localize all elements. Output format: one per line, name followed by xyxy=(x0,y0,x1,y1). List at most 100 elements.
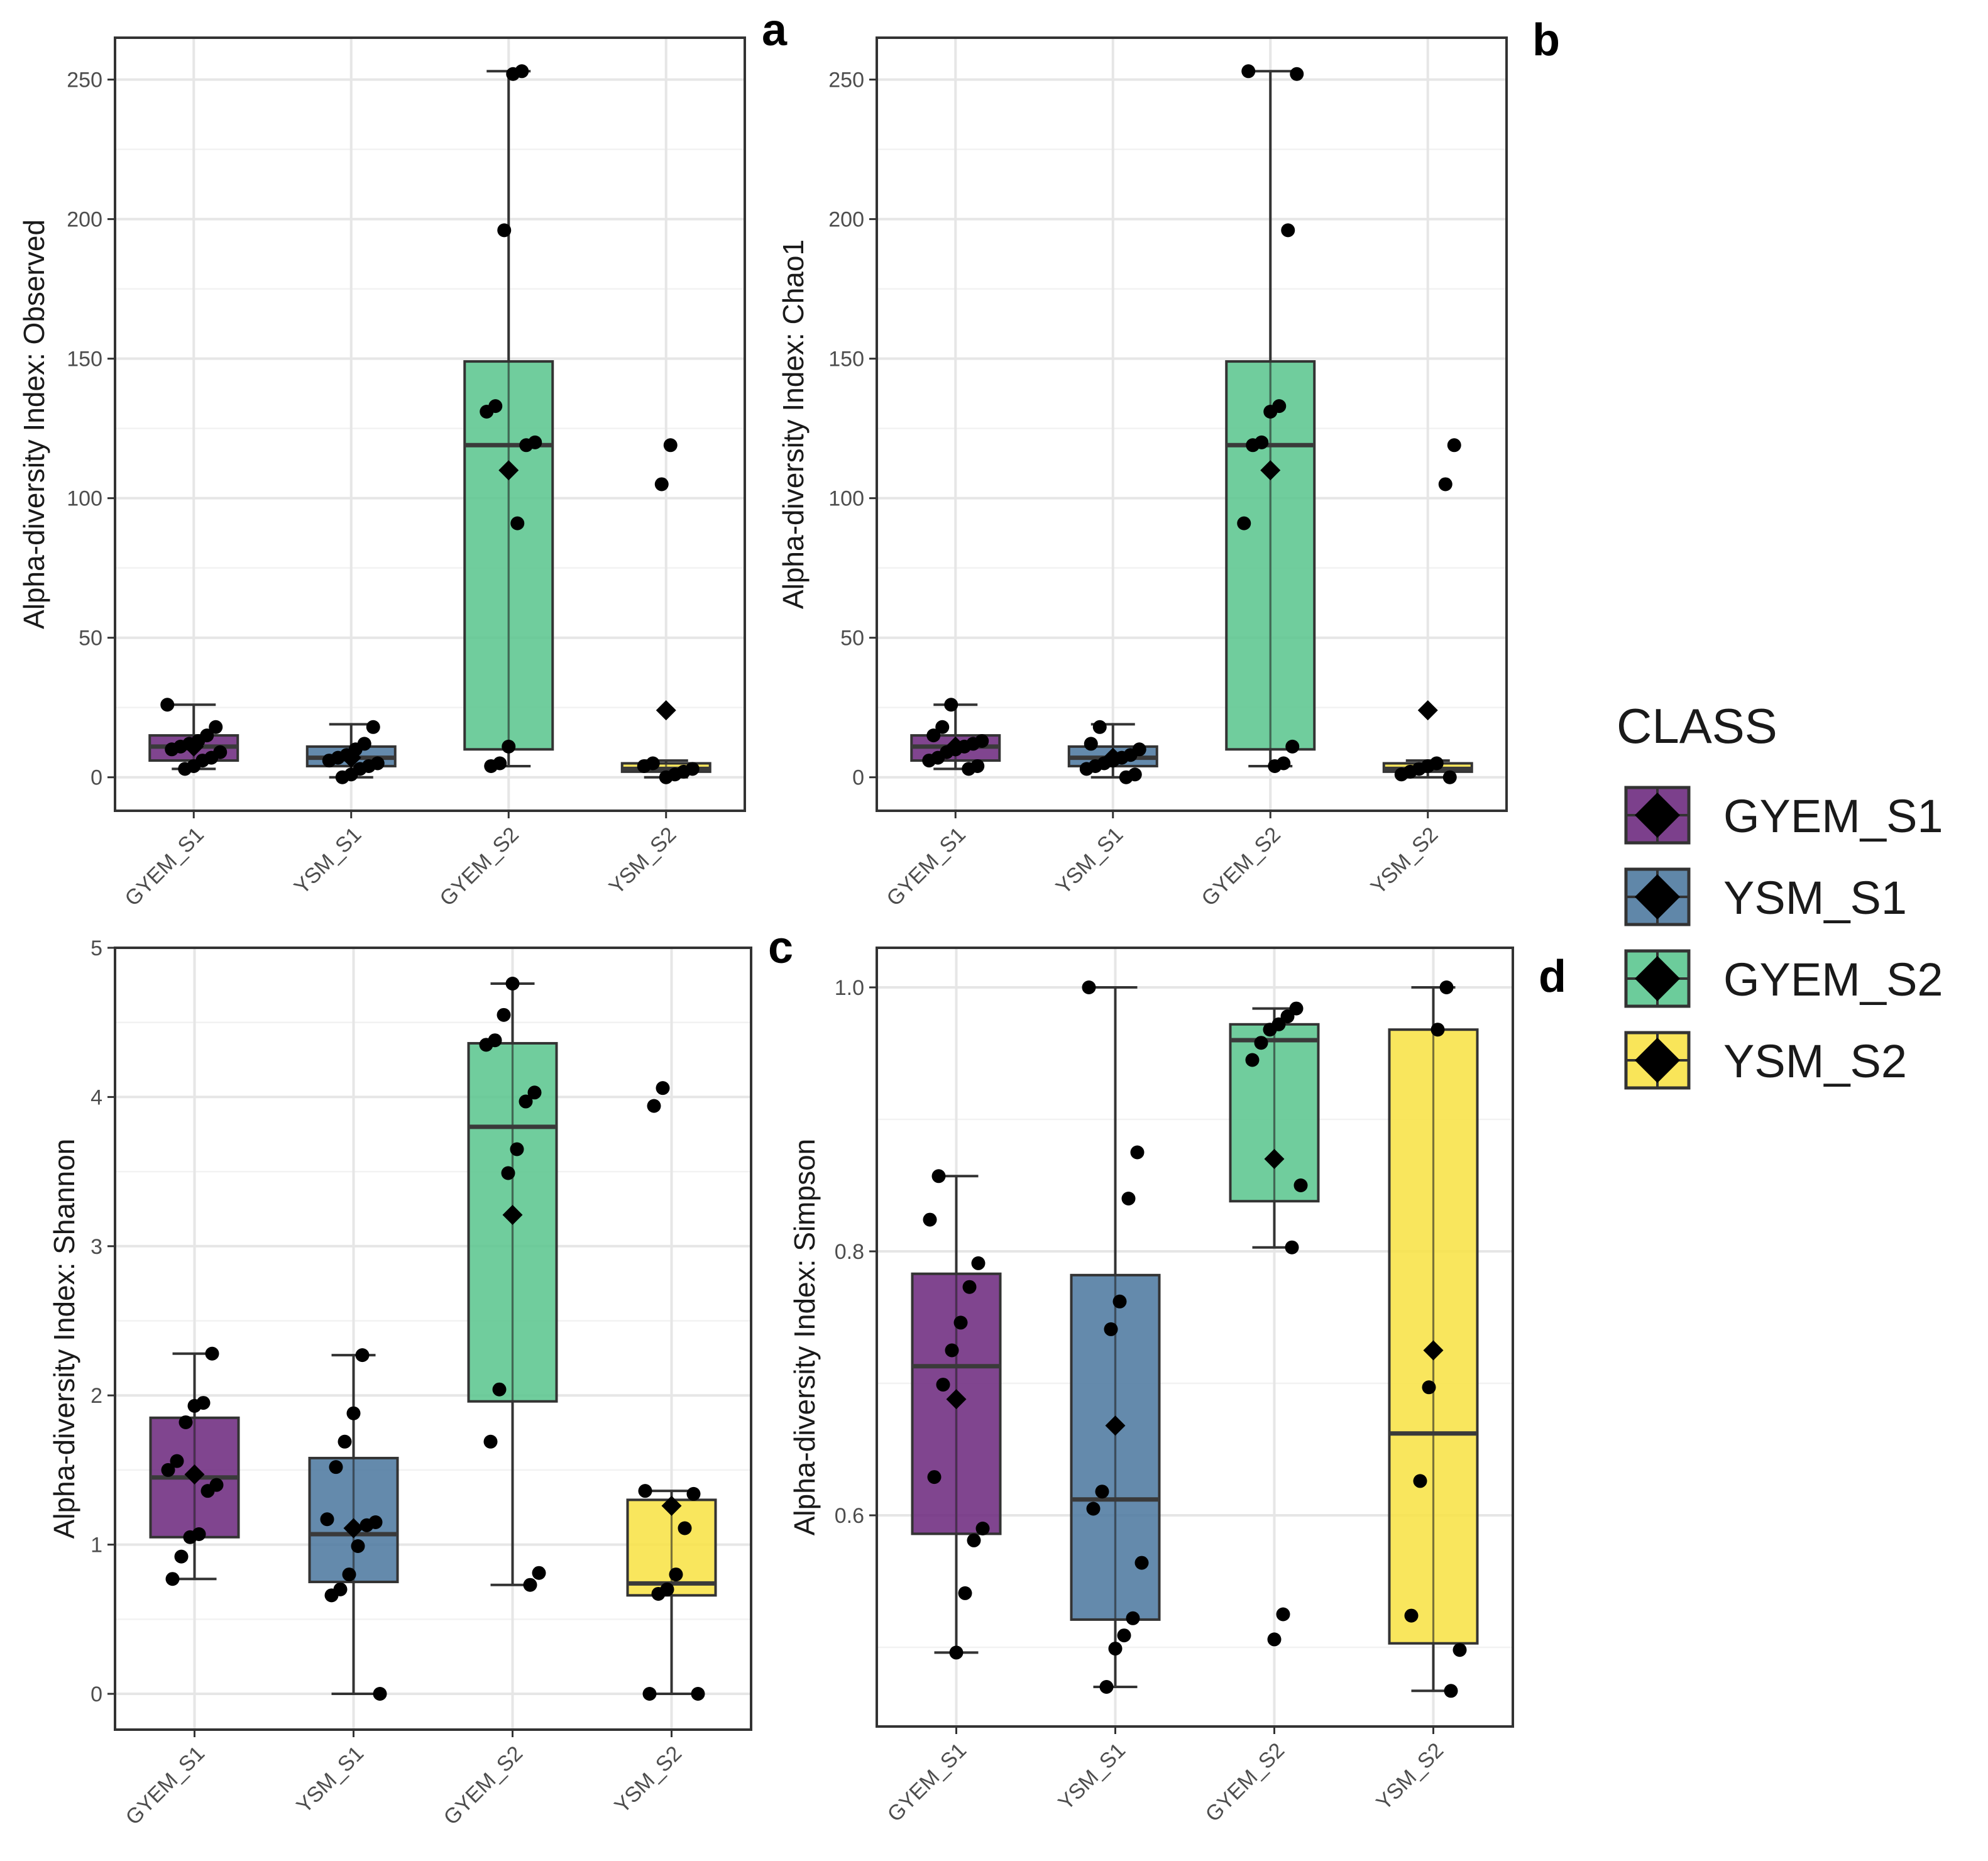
legend-diamond-icon xyxy=(1635,956,1680,1001)
data-point xyxy=(519,1094,533,1109)
data-point xyxy=(205,1346,219,1361)
box-YSM_S2 xyxy=(1388,980,1479,1698)
panel-d: 0.6 0.8 1.0 GYEM_S1 YSM_S1 GYEM_S2 YSM_S2 Alpha… xyxy=(788,947,1566,1826)
data-point xyxy=(1241,64,1256,79)
box-GYEM_S1 xyxy=(148,698,239,776)
panel-letter: c xyxy=(768,923,793,973)
data-point xyxy=(502,739,516,754)
data-point xyxy=(669,1567,683,1582)
x-tick-label: GYEM_S1 xyxy=(121,1742,209,1830)
gridlines xyxy=(877,38,1507,811)
y-tick-label: 5 xyxy=(91,936,102,960)
x-tick-label: GYEM_S1 xyxy=(882,823,970,911)
data-point xyxy=(1084,737,1098,751)
panel-border xyxy=(876,36,1508,812)
panel-border xyxy=(114,947,752,1731)
data-point xyxy=(962,1280,977,1294)
y-tick-label: 0 xyxy=(91,1683,102,1706)
box-GYEM_S2 xyxy=(1225,64,1316,773)
legend-diamond-icon xyxy=(1635,793,1680,838)
data-point xyxy=(1079,762,1094,776)
y-tick-label: 200 xyxy=(828,208,864,232)
data-point xyxy=(971,1256,986,1270)
data-point xyxy=(355,1348,370,1363)
x-tick-label: GYEM_S2 xyxy=(1197,823,1285,911)
y-tick-label: 0 xyxy=(852,766,864,790)
y-tick-label: 1.0 xyxy=(835,976,864,1000)
legend-diamond-icon xyxy=(1635,1038,1680,1083)
box-GYEM_S1 xyxy=(911,1169,1002,1660)
box-YSM_S1 xyxy=(1067,720,1158,784)
box-GYEM_S2 xyxy=(467,976,558,1592)
data-point xyxy=(351,1539,365,1553)
data-point xyxy=(484,759,498,773)
data-point xyxy=(1112,1294,1127,1309)
data-point xyxy=(1130,1145,1145,1160)
data-point xyxy=(1447,438,1461,453)
y-tick-label: 250 xyxy=(67,69,102,92)
mean-marker xyxy=(945,736,966,757)
box-GYEM_S2 xyxy=(1229,1001,1320,1647)
data-point xyxy=(492,1382,507,1397)
x-tick-label: YSM_S2 xyxy=(610,1742,686,1818)
legend-item-GYEM_S2: GYEM_S2 xyxy=(1624,949,1943,1008)
data-point xyxy=(501,1166,515,1180)
data-point xyxy=(342,1567,356,1582)
data-point xyxy=(642,1687,657,1701)
mean-marker xyxy=(341,747,361,768)
data-point xyxy=(1444,1684,1458,1698)
data-point xyxy=(663,438,678,453)
data-point xyxy=(927,1470,942,1485)
x-tick-label: GYEM_S2 xyxy=(439,1742,527,1830)
data-point xyxy=(335,770,349,784)
data-point xyxy=(1095,1485,1109,1499)
y-axis-label: Alpha-diversity Index: Shannon xyxy=(48,1139,80,1539)
data-point xyxy=(691,1687,705,1701)
data-point xyxy=(209,720,223,734)
mean-marker xyxy=(1264,1149,1285,1169)
data-point xyxy=(686,1486,701,1501)
legend-label: YSM_S2 xyxy=(1723,1035,1907,1087)
panel-letter: a xyxy=(762,5,788,55)
panel-letter: b xyxy=(1532,15,1560,65)
data-point xyxy=(1442,770,1457,784)
data-point xyxy=(1276,1607,1290,1622)
data-point xyxy=(510,1142,524,1156)
y-tick-label: 200 xyxy=(67,208,102,232)
y-tick-label: 0 xyxy=(91,766,102,790)
data-point xyxy=(1104,1322,1118,1336)
y-tick-label: 50 xyxy=(840,627,864,651)
data-point xyxy=(1237,516,1251,530)
data-point xyxy=(958,1586,972,1600)
data-point xyxy=(967,1533,981,1547)
data-point xyxy=(1108,1642,1123,1656)
box-GYEM_S2 xyxy=(463,64,554,773)
panel-b: 0 50 100 150 200 250 GYEM_S1 YSM_S1 GYEM_S2 YSM_S… xyxy=(777,15,1560,911)
data-point xyxy=(1438,477,1453,491)
data-point xyxy=(1082,980,1096,994)
data-point xyxy=(532,1566,546,1580)
data-point xyxy=(497,223,512,238)
data-point xyxy=(1431,1023,1445,1037)
data-point xyxy=(926,728,941,743)
data-point xyxy=(483,1434,498,1449)
x-tick-label: YSM_S2 xyxy=(1371,1738,1448,1815)
data-point xyxy=(1285,739,1300,754)
data-point xyxy=(1263,405,1278,419)
data-point xyxy=(1293,1178,1308,1192)
legend-label: YSM_S1 xyxy=(1723,872,1907,924)
legend-title: CLASS xyxy=(1617,698,1777,754)
data-point xyxy=(1092,720,1107,734)
data-point xyxy=(1422,1380,1436,1395)
data-point xyxy=(320,1512,334,1527)
data-point xyxy=(324,1588,339,1603)
mean-marker xyxy=(946,1389,967,1410)
y-tick-label: 100 xyxy=(67,487,102,511)
y-axis-label: Alpha-diversity Index: Simpson xyxy=(788,1139,821,1536)
mean-marker xyxy=(498,460,519,481)
data-point xyxy=(480,405,494,419)
mean-marker xyxy=(1102,747,1123,768)
data-point xyxy=(1285,1240,1299,1254)
box-YSM_S2 xyxy=(620,438,711,784)
data-point xyxy=(338,1434,352,1449)
